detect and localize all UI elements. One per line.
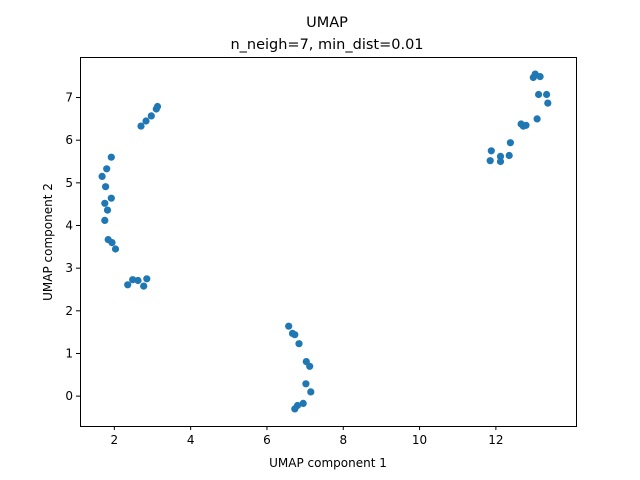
chart-title: UMAP (306, 15, 348, 31)
x-tick-label-4: 10 (412, 433, 427, 447)
scatter-point-12 (101, 216, 109, 224)
x-tick-label-3: 8 (339, 433, 347, 447)
scatter-point-24 (295, 340, 303, 348)
scatter-point-0 (137, 122, 145, 130)
scatter-point-20 (143, 275, 151, 283)
scatter-point-37 (544, 99, 552, 107)
y-tick-label-0: 0 (65, 389, 73, 403)
scatter-points (98, 70, 552, 413)
scatter-point-16 (124, 281, 132, 289)
y-axis-label: UMAP component 2 (41, 183, 55, 301)
scatter-point-5 (98, 172, 106, 180)
y-tick-label-6: 6 (65, 133, 73, 147)
scatter-point-1 (142, 117, 150, 125)
y-tick-label-4: 4 (65, 219, 73, 233)
y-tick-label-3: 3 (65, 261, 73, 275)
plot-frame (80, 57, 577, 427)
scatter-point-18 (134, 276, 142, 285)
x-axis-label: UMAP component 1 (269, 456, 387, 470)
scatter-point-21 (285, 322, 293, 330)
scatter-point-14 (108, 239, 116, 247)
scatter-point-44 (496, 152, 505, 160)
y-tick-label-2: 2 (65, 304, 73, 318)
scatter-point-15 (111, 245, 120, 253)
y-axis-ticks: 0 1 2 3 4 5 6 7 (65, 91, 80, 403)
scatter-point-34 (536, 73, 544, 81)
scatter-point-19 (140, 282, 148, 290)
scatter-point-6 (103, 165, 111, 173)
scatter-point-42 (506, 139, 514, 147)
scatter-point-23 (291, 331, 299, 339)
scatter-point-11 (103, 206, 112, 214)
scatter-point-4 (153, 102, 162, 111)
y-tick-label-5: 5 (65, 176, 73, 190)
scatter-point-29 (299, 399, 307, 407)
scatter-point-38 (533, 115, 541, 123)
scatter-point-26 (306, 362, 314, 370)
scatter-point-47 (496, 157, 505, 166)
x-tick-label-5: 12 (488, 433, 503, 447)
y-tick-label-7: 7 (65, 91, 73, 105)
x-tick-label-0: 2 (111, 433, 119, 447)
scatter-point-46 (486, 157, 494, 165)
scatter-point-41 (522, 121, 530, 129)
scatter-point-43 (487, 147, 495, 155)
x-axis-ticks: 2 4 6 8 10 12 (111, 426, 504, 447)
scatter-point-8 (102, 183, 110, 191)
scatter-point-27 (302, 380, 310, 388)
scatter-point-9 (107, 194, 115, 202)
scatter-point-10 (101, 199, 109, 207)
scatter-point-45 (505, 151, 513, 160)
y-tick-label-1: 1 (65, 346, 73, 360)
scatter-point-7 (107, 153, 115, 161)
scatter-point-2 (147, 112, 155, 120)
scatter-point-36 (543, 90, 551, 99)
scatter-point-28 (307, 388, 315, 396)
x-tick-label-1: 4 (187, 433, 195, 447)
scatter-point-31 (291, 405, 299, 413)
chart-subtitle: n_neigh=7, min_dist=0.01 (230, 37, 423, 53)
scatter-point-35 (535, 90, 543, 99)
scatter-point-17 (129, 276, 137, 284)
x-tick-label-2: 6 (263, 433, 271, 447)
